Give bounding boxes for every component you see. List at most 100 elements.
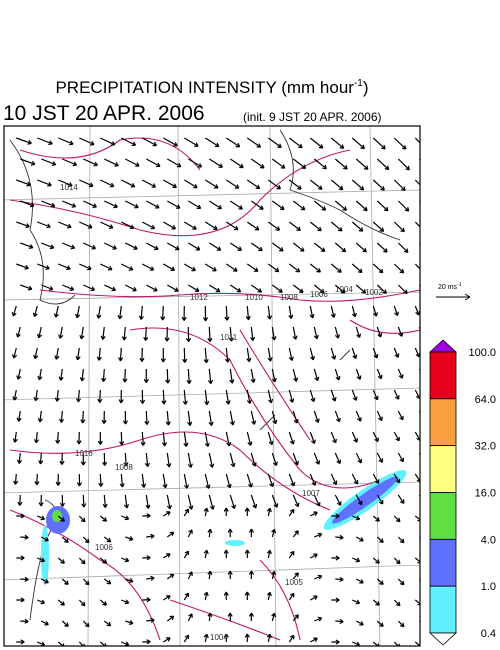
wind-arrow bbox=[225, 221, 239, 231]
wind-arrow bbox=[121, 515, 130, 521]
wind-arrow bbox=[288, 431, 295, 445]
wind-arrow bbox=[81, 494, 87, 508]
wind-arrow bbox=[101, 368, 107, 382]
wind-arrow bbox=[55, 431, 61, 444]
wind-arrow bbox=[146, 533, 155, 539]
wind-arrow bbox=[309, 431, 316, 444]
wind-arrow bbox=[397, 578, 405, 586]
wind-arrow bbox=[393, 599, 401, 607]
wind-arrow bbox=[207, 570, 213, 580]
wind-arrow bbox=[356, 620, 364, 626]
wind-arrow bbox=[122, 410, 129, 425]
wind-arrow bbox=[355, 368, 362, 380]
wind-arrow bbox=[372, 221, 385, 232]
wind-arrow bbox=[99, 515, 108, 522]
wind-arrow bbox=[97, 389, 103, 403]
wind-arrow bbox=[76, 431, 82, 445]
wind-arrow bbox=[54, 347, 60, 360]
wind-arrow bbox=[16, 221, 30, 229]
wind-arrow bbox=[330, 389, 337, 402]
wind-arrow bbox=[183, 137, 199, 147]
wind-arrow bbox=[203, 633, 209, 643]
wind-arrow bbox=[208, 242, 222, 251]
wind-arrow bbox=[16, 597, 25, 603]
wind-arrow bbox=[266, 633, 272, 643]
wind-arrow bbox=[335, 576, 344, 583]
wind-arrow bbox=[223, 507, 229, 517]
wind-arrow bbox=[225, 137, 241, 148]
isobar-label: 1006 bbox=[95, 543, 113, 552]
wind-arrow bbox=[225, 179, 240, 189]
wind-arrow bbox=[162, 553, 171, 559]
wind-arrow bbox=[41, 284, 54, 291]
wind-arrow bbox=[248, 528, 255, 538]
wind-arrow bbox=[246, 137, 262, 148]
wind-arrow bbox=[41, 536, 49, 542]
wind-arrow bbox=[372, 557, 380, 564]
wind-arrow bbox=[225, 263, 238, 272]
wind-arrow bbox=[142, 137, 158, 147]
wind-arrow bbox=[75, 347, 81, 361]
wind-arrow bbox=[166, 615, 175, 622]
wind-arrow bbox=[288, 592, 295, 601]
wind-arrow bbox=[397, 410, 404, 421]
wind-arrow bbox=[83, 242, 96, 250]
wind-arrow bbox=[393, 221, 405, 233]
wind-arrow bbox=[37, 263, 50, 270]
wind-arrow bbox=[225, 389, 231, 405]
wind-arrow bbox=[310, 595, 318, 601]
wind-arrow bbox=[78, 515, 86, 523]
wind-arrow bbox=[372, 305, 378, 317]
wind-arrow bbox=[397, 620, 405, 628]
wind-arrow bbox=[271, 452, 278, 466]
wind-arrow bbox=[117, 305, 123, 320]
wind-arrow bbox=[330, 305, 336, 318]
wind-arrow bbox=[246, 221, 260, 231]
wind-arrow bbox=[146, 617, 155, 623]
wind-arrow bbox=[146, 242, 159, 251]
wind-arrow bbox=[372, 263, 384, 274]
wind-arrow bbox=[142, 263, 155, 271]
wind-arrow bbox=[334, 158, 348, 170]
wind-arrow bbox=[104, 284, 116, 292]
wind-arrow bbox=[292, 494, 300, 508]
wind-arrow bbox=[351, 137, 365, 150]
wind-arrow bbox=[207, 612, 213, 622]
wind-arrow bbox=[376, 578, 384, 585]
wind-arrow bbox=[314, 532, 323, 538]
wind-arrow bbox=[331, 597, 340, 603]
wind-arrow bbox=[100, 137, 116, 146]
wind-arrow bbox=[292, 410, 299, 424]
wind-arrow bbox=[229, 158, 244, 169]
colorbar-label: 0.4 bbox=[481, 628, 496, 640]
wind-arrow bbox=[167, 200, 181, 209]
wind-arrow bbox=[267, 347, 273, 362]
wind-arrow bbox=[61, 620, 69, 627]
wind-arrow bbox=[334, 284, 346, 294]
wind-arrow bbox=[16, 179, 31, 187]
wind-arrow bbox=[97, 432, 103, 445]
wind-arrow bbox=[61, 536, 69, 543]
precipitation bbox=[41, 470, 407, 585]
wind-arrow bbox=[355, 410, 362, 422]
isobar-labels: 1014 1012 1010 1008 1006 1004 1002 1011 … bbox=[60, 183, 383, 642]
wind-arrow bbox=[183, 221, 197, 230]
wind-arrow bbox=[288, 389, 295, 403]
wind-arrow bbox=[33, 389, 39, 402]
colorbar-label: 100.0 bbox=[468, 347, 496, 359]
wind-arrow bbox=[310, 511, 318, 517]
wind-arrow bbox=[100, 326, 106, 340]
wind-arrow bbox=[82, 536, 90, 544]
wind-arrow bbox=[62, 284, 75, 291]
isobar-label: 1010 bbox=[245, 293, 263, 302]
wind-arrow bbox=[292, 368, 299, 382]
wind-arrow bbox=[267, 263, 280, 273]
wind-arrow bbox=[271, 570, 277, 580]
wind-arrow bbox=[161, 389, 167, 405]
wind-arrow bbox=[163, 221, 177, 230]
wind-arrow bbox=[162, 595, 171, 601]
colorbar-label: 16.0 bbox=[475, 488, 496, 500]
wind-arrow bbox=[37, 557, 46, 563]
wind-arrow bbox=[250, 242, 263, 252]
wind-arrow bbox=[16, 368, 22, 380]
